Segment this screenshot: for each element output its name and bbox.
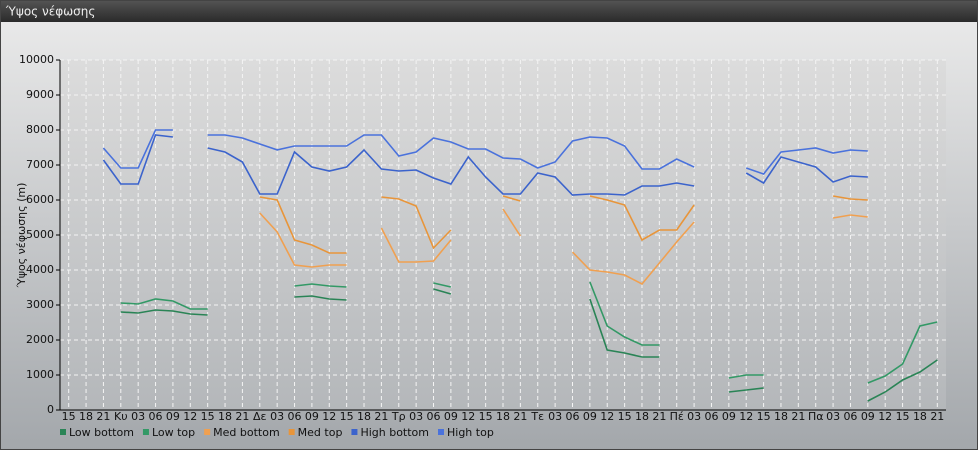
y-tick-label: 10000 — [19, 53, 54, 66]
x-tick-label: 21 — [374, 410, 388, 423]
x-tick-label: 15 — [618, 410, 632, 423]
x-tick-label: 03 — [131, 410, 145, 423]
x-tick-label: 21 — [791, 410, 805, 423]
x-tick-label: 15 — [757, 410, 771, 423]
series-line — [102, 134, 868, 196]
legend-swatch — [351, 429, 358, 435]
x-tick-label: 21 — [96, 410, 110, 423]
x-tick-label: 18 — [357, 410, 371, 423]
legend-label: Low top — [152, 426, 195, 439]
x-tick-label: 09 — [583, 410, 597, 423]
x-tick-label: 18 — [774, 410, 788, 423]
x-tick-label: 15 — [340, 410, 354, 423]
y-tick-label: 5000 — [26, 228, 54, 241]
legend-swatch — [60, 429, 66, 435]
x-tick-label: Πα — [808, 410, 824, 423]
x-tick-label: 12 — [461, 410, 475, 423]
x-tick-label: 09 — [305, 410, 319, 423]
x-tick-label: 03 — [548, 410, 562, 423]
x-tick-label: 06 — [704, 410, 718, 423]
legend-label: Low bottom — [69, 426, 134, 439]
x-tick-label: 21 — [930, 410, 944, 423]
x-tick-label: 21 — [235, 410, 249, 423]
chart-title: Ύψος νέφωσης — [5, 5, 95, 19]
title-bar — [0, 0, 978, 22]
x-tick-label: 12 — [878, 410, 892, 423]
x-tick-label: 06 — [149, 410, 163, 423]
x-tick-label: 09 — [861, 410, 875, 423]
legend-swatch — [288, 429, 295, 435]
x-tick-label: 15 — [896, 410, 910, 423]
x-tick-label: Τε — [530, 410, 544, 423]
series-line — [120, 288, 938, 402]
y-tick-label: 9000 — [26, 88, 54, 101]
y-tick-label: 1000 — [26, 368, 54, 381]
x-tick-label: 15 — [62, 410, 76, 423]
x-tick-label: 18 — [218, 410, 232, 423]
x-tick-label: Δε — [253, 410, 267, 423]
x-tick-label: 21 — [652, 410, 666, 423]
legend-swatch — [142, 429, 149, 435]
x-tick-label: 03 — [409, 410, 423, 423]
x-tick-label: Τρ — [391, 410, 406, 423]
series-line — [259, 208, 868, 286]
y-tick-label: 7000 — [26, 158, 54, 171]
x-tick-label: 06 — [843, 410, 857, 423]
series-line — [102, 129, 868, 175]
x-tick-label: 12 — [600, 410, 614, 423]
x-tick-label: 12 — [739, 410, 753, 423]
series-line — [259, 195, 868, 254]
y-tick-label: 4000 — [26, 263, 54, 276]
x-tick-label: 12 — [322, 410, 336, 423]
y-tick-label: 3000 — [26, 298, 54, 311]
x-tick-label: 18 — [635, 410, 649, 423]
legend-label: Med bottom — [213, 426, 280, 439]
x-tick-label: 21 — [513, 410, 527, 423]
x-tick-label: 09 — [166, 410, 180, 423]
x-tick-label: 15 — [479, 410, 493, 423]
x-tick-label: 12 — [183, 410, 197, 423]
x-tick-label: 03 — [687, 410, 701, 423]
x-tick-label: Κυ — [114, 410, 128, 423]
y-tick-label: 0 — [47, 403, 54, 416]
y-tick-label: 6000 — [26, 193, 54, 206]
x-tick-label: 06 — [427, 410, 441, 423]
x-tick-label: 09 — [722, 410, 736, 423]
x-tick-label: 03 — [270, 410, 284, 423]
y-tick-label: 8000 — [26, 123, 54, 136]
x-tick-label: 18 — [79, 410, 93, 423]
y-tick-label: 2000 — [26, 333, 54, 346]
x-tick-label: Πέ — [670, 410, 684, 423]
legend-swatch — [438, 429, 444, 435]
y-axis-label: Ύψος νέφωσης (m) — [15, 183, 28, 289]
x-tick-label: 03 — [826, 410, 840, 423]
x-tick-label: 15 — [201, 410, 215, 423]
series-line — [120, 281, 938, 384]
x-tick-label: 09 — [444, 410, 458, 423]
x-tick-label: 06 — [288, 410, 302, 423]
legend-label: High top — [447, 426, 494, 439]
x-tick-label: 06 — [565, 410, 579, 423]
x-tick-label: 18 — [913, 410, 927, 423]
legend-swatch — [204, 429, 211, 435]
legend-label: Med top — [298, 426, 343, 439]
legend-label: High bottom — [360, 426, 429, 439]
x-tick-label: 18 — [496, 410, 510, 423]
